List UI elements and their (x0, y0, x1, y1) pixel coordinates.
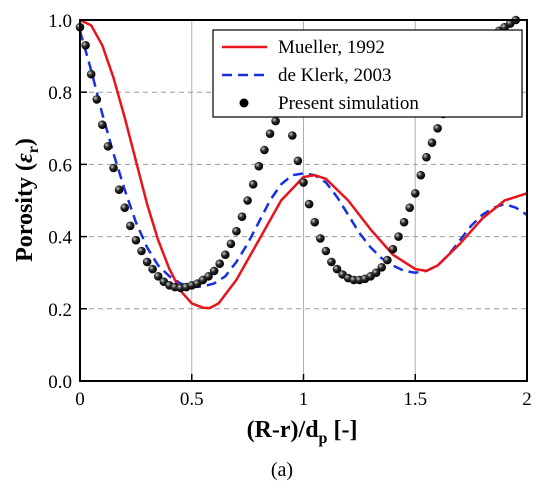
sim-point (209, 266, 219, 276)
x-tick-label: 1.5 (403, 389, 427, 410)
y-axis-title-main: Porosity ( (12, 163, 38, 262)
series-line-mueller (79, 18, 528, 310)
x-tick-label: 2 (522, 389, 532, 410)
sim-point (98, 120, 107, 129)
sim-point (271, 116, 280, 126)
legend-box (212, 29, 523, 118)
sim-point (215, 259, 224, 269)
sim-point (293, 156, 303, 166)
sim-point (310, 217, 320, 227)
y-tick-label: 0.2 (48, 300, 72, 321)
sim-point (131, 235, 141, 245)
y-axis-title-symbol: ε (12, 153, 38, 163)
sim-point (248, 180, 258, 189)
sim-point (126, 221, 135, 231)
x-axis-title: (R-r)/dp [-] (247, 417, 358, 447)
sim-point (399, 217, 409, 227)
sim-point (299, 178, 308, 187)
sim-point (383, 255, 392, 265)
sim-point (260, 145, 269, 155)
sim-point (221, 250, 230, 259)
sim-point (153, 272, 163, 281)
sim-point (232, 226, 241, 236)
x-axis-title-tail: [-] (327, 417, 357, 443)
sim-point (327, 257, 336, 267)
sim-point (416, 170, 426, 180)
sim-point (137, 246, 146, 256)
x-tick-label: 0 (75, 389, 85, 410)
sim-point (148, 264, 157, 274)
sim-point (86, 69, 96, 79)
x-tick-label: 0.5 (180, 389, 204, 410)
sim-point (226, 239, 236, 249)
legend-swatch-simulation (239, 98, 249, 108)
sim-point (388, 244, 398, 254)
ticks: 0 0.5 1 1.5 2 0.0 0.2 0.4 0.6 0.8 1.0 (48, 11, 532, 410)
y-tick-label: 0.8 (48, 83, 72, 104)
sim-point (371, 268, 381, 278)
y-axis-title-sub: r (25, 146, 42, 153)
legend-label-mueller: Mueller, 1992 (278, 37, 385, 58)
sim-point (377, 263, 387, 272)
sim-point (103, 142, 113, 151)
sim-point (433, 124, 442, 133)
sim-point (394, 232, 403, 241)
sim-point (114, 185, 124, 194)
sim-point (288, 131, 297, 140)
y-tick-label: 0.6 (48, 155, 72, 176)
sim-point (237, 212, 247, 221)
sim-point (316, 234, 325, 243)
sim-point (243, 196, 252, 205)
sim-point (120, 203, 129, 212)
y-tick-label: 0.4 (48, 228, 72, 249)
sim-point (304, 199, 314, 209)
sim-point (142, 257, 152, 267)
panel-label: (a) (271, 459, 293, 481)
legend-label-simulation: Present simulation (278, 93, 419, 114)
y-tick-label: 1.0 (48, 11, 72, 32)
sim-point (81, 41, 90, 50)
sim-point (427, 138, 437, 147)
x-axis-title-main: (R-r)/d (247, 417, 320, 443)
legend-label-deklerk: de Klerk, 2003 (278, 65, 391, 86)
sim-point (204, 272, 213, 281)
sim-point (411, 189, 420, 198)
y-tick-label: 0.0 (48, 372, 72, 393)
sim-point (265, 129, 275, 138)
sim-point (254, 161, 264, 171)
sim-point (332, 264, 342, 274)
y-axis-title: Porosity (εr) (12, 138, 42, 262)
sim-point (92, 95, 102, 104)
sim-point (109, 163, 118, 173)
y-axis-title-tail: ) (12, 138, 38, 146)
x-axis-title-sub: p (319, 430, 328, 447)
legend: Mueller, 1992 de Klerk, 2003 Present sim… (212, 29, 523, 118)
sim-point (321, 246, 331, 256)
sim-point (405, 203, 415, 212)
x-tick-label: 1 (299, 389, 309, 410)
sim-point (422, 152, 431, 162)
